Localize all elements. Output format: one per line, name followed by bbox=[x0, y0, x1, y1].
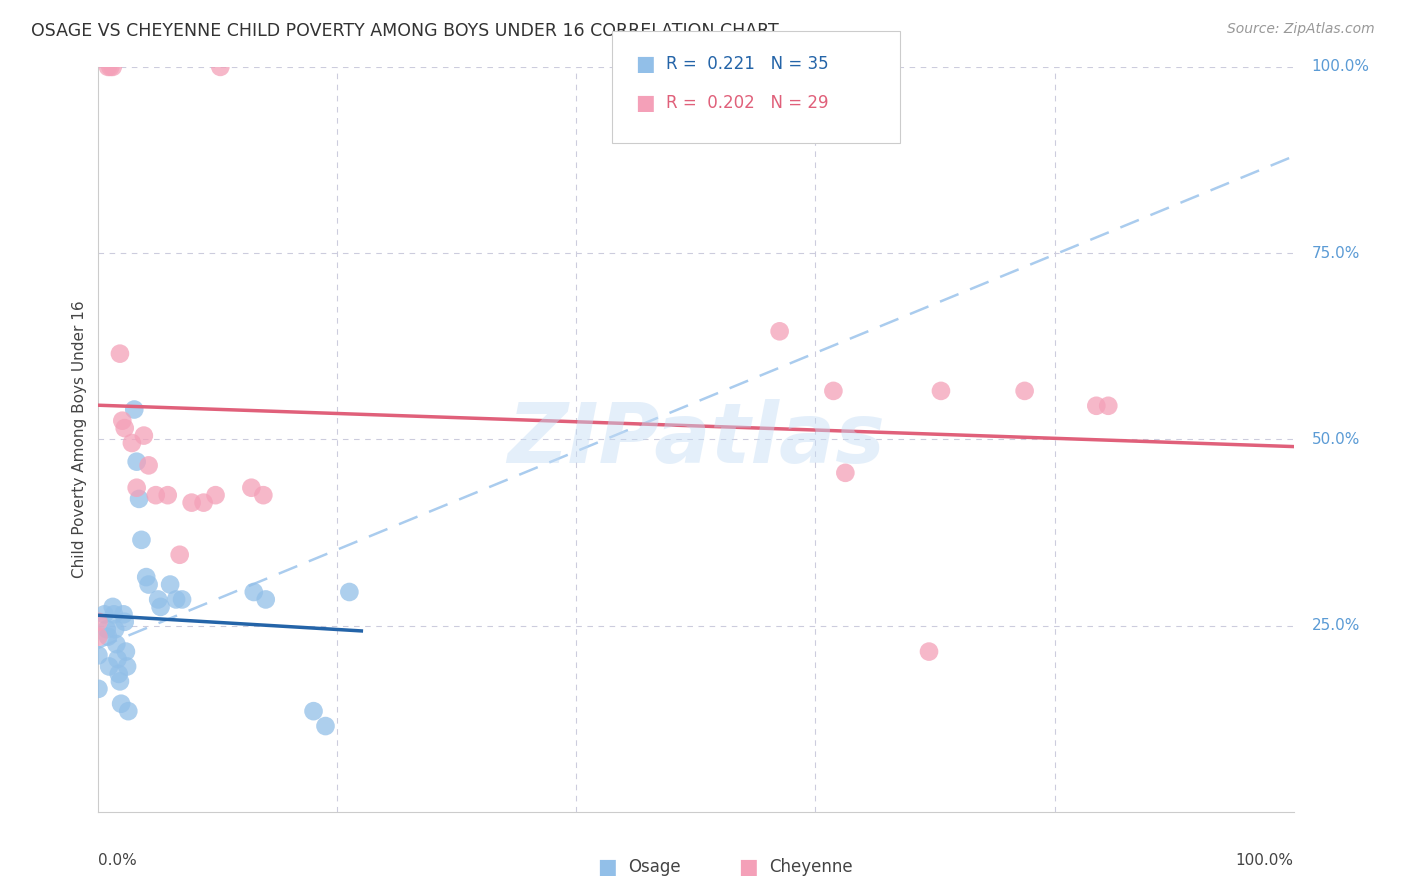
Point bbox=[98, 60, 122, 74]
Point bbox=[339, 585, 361, 599]
Text: OSAGE VS CHEYENNE CHILD POVERTY AMONG BOYS UNDER 16 CORRELATION CHART: OSAGE VS CHEYENNE CHILD POVERTY AMONG BO… bbox=[31, 22, 779, 40]
Point bbox=[172, 592, 194, 607]
Text: Source: ZipAtlas.com: Source: ZipAtlas.com bbox=[1227, 22, 1375, 37]
Text: 100.0%: 100.0% bbox=[1236, 853, 1294, 868]
Point bbox=[125, 455, 148, 469]
Text: 0.0%: 0.0% bbox=[98, 853, 138, 868]
Point bbox=[148, 592, 170, 607]
Point bbox=[315, 719, 337, 733]
Text: 75.0%: 75.0% bbox=[1312, 245, 1360, 260]
Point bbox=[302, 704, 325, 718]
Point bbox=[131, 533, 153, 547]
Point bbox=[240, 481, 263, 495]
Point bbox=[252, 488, 274, 502]
Point bbox=[105, 637, 128, 651]
Point bbox=[159, 577, 181, 591]
Point bbox=[204, 488, 226, 502]
Point bbox=[918, 644, 941, 658]
Y-axis label: Child Poverty Among Boys Under 16: Child Poverty Among Boys Under 16 bbox=[72, 301, 87, 578]
Point bbox=[132, 428, 155, 442]
Point bbox=[98, 659, 121, 673]
Point bbox=[112, 607, 135, 622]
Point bbox=[103, 607, 125, 622]
Point bbox=[121, 436, 143, 450]
Point bbox=[125, 481, 148, 495]
Point bbox=[1097, 399, 1119, 413]
Point bbox=[823, 384, 845, 398]
Point bbox=[101, 599, 124, 614]
Point bbox=[87, 648, 110, 663]
Text: 25.0%: 25.0% bbox=[1312, 618, 1360, 633]
Text: 50.0%: 50.0% bbox=[1312, 432, 1360, 447]
Text: R =  0.221   N = 35: R = 0.221 N = 35 bbox=[666, 55, 830, 73]
Point bbox=[115, 644, 138, 658]
Text: 100.0%: 100.0% bbox=[1312, 60, 1369, 74]
Point bbox=[114, 615, 136, 629]
Point bbox=[107, 652, 129, 666]
Text: ■: ■ bbox=[598, 857, 617, 877]
Text: Osage: Osage bbox=[628, 858, 681, 876]
Point bbox=[169, 548, 191, 562]
Text: Cheyenne: Cheyenne bbox=[769, 858, 852, 876]
Point bbox=[93, 607, 115, 622]
Point bbox=[1085, 399, 1108, 413]
Point bbox=[124, 402, 146, 417]
Point bbox=[107, 667, 129, 681]
Point bbox=[104, 622, 127, 636]
Point bbox=[193, 495, 215, 509]
Point bbox=[128, 491, 150, 506]
Point bbox=[834, 466, 856, 480]
Point bbox=[101, 60, 124, 74]
Point bbox=[929, 384, 952, 398]
Point bbox=[108, 346, 131, 360]
Point bbox=[138, 458, 160, 473]
Point bbox=[156, 488, 179, 502]
Point bbox=[149, 599, 172, 614]
Point bbox=[254, 592, 277, 607]
Point bbox=[145, 488, 167, 502]
Point bbox=[1014, 384, 1036, 398]
Point bbox=[209, 60, 232, 74]
Point bbox=[110, 697, 132, 711]
Text: ■: ■ bbox=[636, 54, 655, 74]
Point bbox=[243, 585, 266, 599]
Point bbox=[768, 324, 790, 338]
Point bbox=[138, 577, 160, 591]
Point bbox=[135, 570, 157, 584]
Point bbox=[87, 630, 110, 644]
Text: R =  0.202   N = 29: R = 0.202 N = 29 bbox=[666, 94, 830, 112]
Point bbox=[117, 704, 139, 718]
Text: ZIPatlas: ZIPatlas bbox=[508, 399, 884, 480]
Point bbox=[97, 60, 120, 74]
Point bbox=[108, 674, 131, 689]
Point bbox=[165, 592, 187, 607]
Point bbox=[97, 630, 120, 644]
Point bbox=[87, 681, 110, 696]
Text: ■: ■ bbox=[738, 857, 758, 877]
Point bbox=[115, 659, 138, 673]
Point bbox=[87, 615, 110, 629]
Point bbox=[96, 622, 118, 636]
Point bbox=[111, 414, 134, 428]
Text: ■: ■ bbox=[636, 93, 655, 112]
Point bbox=[180, 495, 202, 509]
Point bbox=[114, 421, 136, 435]
